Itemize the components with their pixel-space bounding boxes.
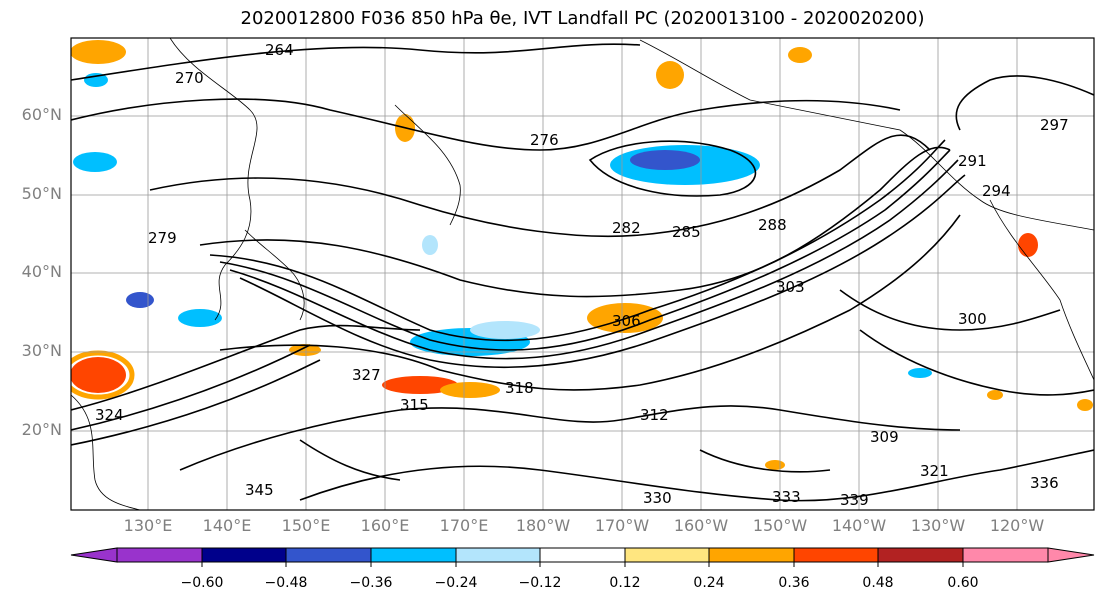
colorbar-tick-label: 0.12 (609, 575, 641, 591)
contour-label: 306 (612, 312, 641, 330)
colorbar-segment (370, 547, 457, 563)
contour-label: 285 (672, 223, 701, 241)
colorbar-segment (1047, 547, 1095, 563)
colorbar-segment (962, 547, 1049, 563)
colorbar-segment (539, 547, 626, 563)
contour-label: 333 (772, 488, 801, 506)
latitude-label: 20°N (21, 420, 62, 439)
contour-label: 336 (1030, 474, 1059, 492)
longitude-label: 170°E (439, 516, 489, 535)
map-title: 2020012800 F036 850 hPa θe, IVT Landfall… (240, 8, 925, 29)
colorbar (70, 547, 1095, 567)
theta-e-contours (71, 43, 1094, 502)
contour-label: 264 (265, 41, 294, 59)
colorbar-segment (70, 547, 118, 563)
longitude-label: 120°W (989, 516, 1045, 535)
contour-labels: 264 270 276 279 282 285 288 291 294 297 … (95, 41, 1069, 509)
contour-label: 276 (530, 131, 559, 149)
colorbar-tick-label: −0.60 (180, 575, 224, 591)
contour-label: 294 (982, 182, 1011, 200)
latitude-label: 50°N (21, 184, 62, 203)
colorbar-segment (793, 547, 879, 563)
longitude-label: 130°W (910, 516, 966, 535)
contour-label: 279 (148, 229, 177, 247)
colorbar-segment (624, 547, 710, 563)
contour-label: 291 (958, 152, 987, 170)
longitude-label: 140°E (202, 516, 252, 535)
colorbar-segment (116, 547, 203, 563)
colorbar-ticks (201, 562, 964, 567)
longitude-label: 140°W (831, 516, 887, 535)
contour-label: 282 (612, 219, 641, 237)
contour-label: 339 (840, 491, 869, 509)
colorbar-tick-label: −0.36 (349, 575, 393, 591)
contour-label: 288 (758, 216, 787, 234)
map-content (71, 38, 1094, 510)
colorbar-tick-label: 0.48 (862, 575, 894, 591)
longitude-label: 130°E (123, 516, 173, 535)
colorbar-segment (708, 547, 795, 563)
contour-label: 297 (1040, 116, 1069, 134)
colorbar-tick-label: −0.48 (264, 575, 308, 591)
longitude-label: 160°W (673, 516, 729, 535)
contour-label: 312 (640, 406, 669, 424)
latitude-label: 30°N (21, 341, 62, 360)
latitude-label: 60°N (21, 105, 62, 124)
colorbar-segment (285, 547, 372, 563)
contour-label: 321 (920, 462, 949, 480)
contour-label: 345 (245, 481, 274, 499)
longitude-label: 170°W (594, 516, 650, 535)
longitude-label: 150°W (752, 516, 808, 535)
map-frame (70, 37, 1095, 511)
colorbar-tick-label: 0.60 (947, 575, 979, 591)
colorbar-segment (455, 547, 541, 563)
colorbar-tick-label: 0.24 (693, 575, 725, 591)
map-background (71, 38, 1094, 510)
contour-label: 303 (776, 278, 805, 296)
colorbar-tick-label: −0.12 (518, 575, 562, 591)
longitude-label: 150°E (281, 516, 331, 535)
latitude-label: 40°N (21, 262, 62, 281)
longitude-label: 180°W (515, 516, 571, 535)
contour-label: 270 (175, 69, 204, 87)
contour-label: 309 (870, 428, 899, 446)
longitude-label: 160°E (360, 516, 410, 535)
graticule (71, 38, 1094, 510)
colorbar-tick-label: 0.36 (778, 575, 810, 591)
contour-label: 330 (643, 489, 672, 507)
colorbar-tick-label: −0.24 (434, 575, 478, 591)
colorbar-segment (201, 547, 287, 563)
contour-label: 318 (505, 379, 534, 397)
contour-label: 300 (958, 310, 987, 328)
contour-label: 315 (400, 396, 429, 414)
colorbar-segment (877, 547, 964, 563)
contour-label: 324 (95, 406, 124, 424)
contour-label: 327 (352, 366, 381, 384)
